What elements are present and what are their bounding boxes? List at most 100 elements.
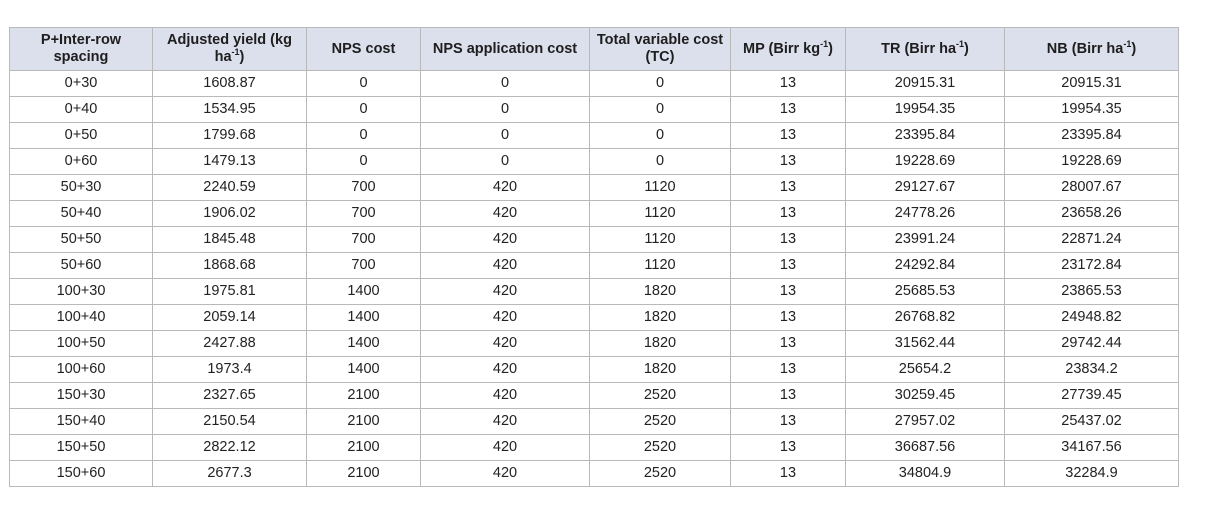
table-cell: 13: [730, 330, 846, 357]
table-cell: 1534.95: [152, 96, 307, 123]
table-row: 150+40 2150.54 2100 420 2520 13 27957.02 25437.…: [9, 408, 1179, 435]
table-cell: 0: [589, 96, 731, 123]
table-cell: 1479.13: [152, 148, 307, 175]
table-cell: 50+30: [9, 174, 153, 201]
table-cell: 1120: [589, 226, 731, 253]
table-row: 150+60 2677.3 2100 420 2520 13 34804.9 32284.9: [9, 460, 1179, 487]
table-cell: 31562.44: [845, 330, 1005, 357]
table-cell: 1400: [306, 304, 421, 331]
table-cell: 150+50: [9, 434, 153, 461]
table-cell: 34804.9: [845, 460, 1005, 487]
column-header-text: MP (Birr kg: [743, 40, 821, 57]
table-cell: 700: [306, 174, 421, 201]
column-header: P+Inter-row spacing: [9, 27, 153, 71]
column-header-unit-exponent: -1: [1123, 38, 1132, 49]
table-row: 100+50 2427.88 1400 420 1820 13 31562.44 29742.…: [9, 330, 1179, 357]
column-header: TR (Birr ha-1): [845, 27, 1005, 71]
column-header-suffix: ): [828, 40, 833, 57]
table-row: 150+50 2822.12 2100 420 2520 13 36687.56 34167.…: [9, 434, 1179, 461]
table-cell: 23658.26: [1004, 200, 1179, 227]
table-cell: 2059.14: [152, 304, 307, 331]
table-cell: 420: [420, 278, 590, 305]
table-cell: 0: [420, 70, 590, 97]
table-cell: 13: [730, 174, 846, 201]
table-cell: 150+40: [9, 408, 153, 435]
table-cell: 29127.67: [845, 174, 1005, 201]
table-cell: 0: [589, 70, 731, 97]
table-cell: 13: [730, 408, 846, 435]
table-header: P+Inter-row spacing Adjusted yield (kg ha…: [9, 27, 1179, 71]
table-cell: 25685.53: [845, 278, 1005, 305]
table-cell: 36687.56: [845, 434, 1005, 461]
table-cell: 1820: [589, 330, 731, 357]
table-cell: 0: [589, 122, 731, 149]
table-cell: 1820: [589, 278, 731, 305]
column-header-text: P+Inter-row spacing: [40, 32, 122, 65]
table-cell: 2520: [589, 434, 731, 461]
column-header-suffix: ): [239, 49, 245, 65]
table-row: 50+40 1906.02 700 420 1120 13 24778.26 23658.26: [9, 200, 1179, 227]
table-cell: 2427.88: [152, 330, 307, 357]
table-cell: 23834.2: [1004, 356, 1179, 383]
table-row: 100+40 2059.14 1400 420 1820 13 26768.82 24948.…: [9, 304, 1179, 331]
table-cell: 50+40: [9, 200, 153, 227]
column-header: Adjusted yield (kg ha-1): [152, 27, 307, 71]
table-cell: 700: [306, 200, 421, 227]
table-cell: 50+60: [9, 252, 153, 279]
table-cell: 23395.84: [1004, 122, 1179, 149]
table-cell: 420: [420, 304, 590, 331]
table-cell: 23865.53: [1004, 278, 1179, 305]
table-cell: 1120: [589, 252, 731, 279]
column-header-unit-exponent: -1: [956, 38, 965, 49]
table-cell: 13: [730, 356, 846, 383]
table-cell: 34167.56: [1004, 434, 1179, 461]
table-cell: 420: [420, 382, 590, 409]
table-cell: 2240.59: [152, 174, 307, 201]
table-cell: 27739.45: [1004, 382, 1179, 409]
table-cell: 1400: [306, 278, 421, 305]
table-row: 0+50 1799.68 0 0 0 13 23395.84 23395.84: [9, 122, 1179, 149]
data-table: P+Inter-row spacing Adjusted yield (kg ha…: [9, 27, 1179, 487]
column-header-suffix: ): [1131, 40, 1137, 57]
table-row: 0+60 1479.13 0 0 0 13 19228.69 19228.69: [9, 148, 1179, 175]
table-cell: 13: [730, 148, 846, 175]
table-cell: 700: [306, 226, 421, 253]
table-cell: 13: [730, 252, 846, 279]
table-cell: 24948.82: [1004, 304, 1179, 331]
table-cell: 2677.3: [152, 460, 307, 487]
table-cell: 420: [420, 434, 590, 461]
table-cell: 13: [730, 96, 846, 123]
table-cell: 22871.24: [1004, 226, 1179, 253]
table-cell: 23172.84: [1004, 252, 1179, 279]
table-cell: 13: [730, 382, 846, 409]
table-cell: 0+60: [9, 148, 153, 175]
table-cell: 13: [730, 70, 846, 97]
table-cell: 19954.35: [845, 96, 1005, 123]
table-cell: 100+50: [9, 330, 153, 357]
table-cell: 23395.84: [845, 122, 1005, 149]
table-cell: 0: [306, 148, 421, 175]
table-row: 100+60 1973.4 1400 420 1820 13 25654.2 23834.2: [9, 356, 1179, 383]
table-cell: 25437.02: [1004, 408, 1179, 435]
table-cell: 0: [306, 96, 421, 123]
table-cell: 20915.31: [845, 70, 1005, 97]
table-cell: 1845.48: [152, 226, 307, 253]
table-cell: 1975.81: [152, 278, 307, 305]
column-header-text: TR (Birr ha: [881, 40, 957, 57]
table-cell: 13: [730, 460, 846, 487]
table-cell: 0: [306, 70, 421, 97]
table-cell: 20915.31: [1004, 70, 1179, 97]
column-header-text: NPS application cost: [432, 40, 578, 57]
table-cell: 420: [420, 226, 590, 253]
column-header: NB (Birr ha-1): [1004, 27, 1179, 71]
table-cell: 700: [306, 252, 421, 279]
column-header-suffix: ): [964, 40, 969, 57]
column-header-text: Adjusted yield (kg ha: [167, 32, 292, 65]
table-cell: 1400: [306, 330, 421, 357]
table-cell: 420: [420, 408, 590, 435]
table-cell: 24292.84: [845, 252, 1005, 279]
table-cell: 25654.2: [845, 356, 1005, 383]
column-header-text: NB (Birr ha: [1046, 40, 1124, 57]
table-cell: 50+50: [9, 226, 153, 253]
table-cell: 100+30: [9, 278, 153, 305]
